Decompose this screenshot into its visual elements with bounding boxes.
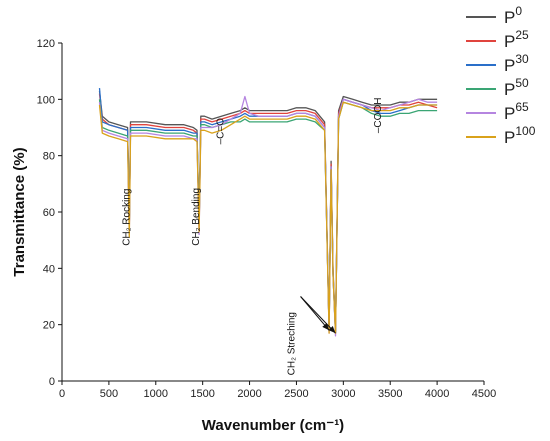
annotation-label: –C=O [215, 118, 226, 145]
series-line-p0 [98, 90, 438, 331]
x-tick-label: 4000 [425, 388, 449, 400]
annotations: CH₂ Rocking CH₂ Bending –C=O CH₂ Streching –… [122, 98, 384, 376]
legend-label: P100 [504, 124, 536, 147]
x-tick-label: 2000 [237, 388, 261, 400]
x-tick-label: 2500 [284, 388, 308, 400]
annotation-label: CH₂ Rocking [122, 189, 133, 246]
y-tick-label: 40 [43, 263, 55, 275]
series-line-p100 [98, 101, 438, 334]
y-tick-label: 20 [43, 320, 55, 332]
y-tick-label: 80 [43, 151, 55, 163]
y-tick-label: 60 [43, 207, 55, 219]
series-line-p50 [98, 99, 438, 334]
x-tick-label: 3000 [331, 388, 355, 400]
x-tick-label: 4500 [472, 388, 496, 400]
x-tick-label: 1000 [144, 388, 168, 400]
legend-label: P25 [504, 28, 529, 51]
y-tick-label: 100 [37, 94, 55, 106]
x-tick-label: 0 [59, 388, 65, 400]
series-line-p25 [98, 93, 438, 334]
legend-label: P30 [504, 52, 529, 75]
x-tick-label: 500 [100, 388, 118, 400]
y-tick-label: 0 [49, 376, 55, 388]
series-line-p65 [98, 95, 438, 337]
x-axis-title: Wavenumber (cm⁻¹) [202, 417, 344, 434]
legend-label: P65 [504, 100, 529, 123]
series-lines [98, 88, 438, 337]
plot-area: 0 500 1000 1500 2000 2500 3000 3500 4000 4500 0 20… [37, 38, 497, 400]
annotation-label: CH₂ Bending [191, 188, 202, 246]
y-tick-label: 120 [37, 38, 55, 50]
annotation-arrow [300, 296, 336, 334]
y-ticks: 0 20 40 60 80 100 120 [37, 38, 62, 388]
x-tick-label: 3500 [378, 388, 402, 400]
annotation-label: –COOH [373, 98, 384, 134]
annotation-arrowhead [328, 325, 336, 334]
legend-label: P0 [504, 4, 522, 27]
x-tick-label: 1500 [190, 388, 214, 400]
annotation-label: CH₂ Streching [287, 312, 298, 375]
y-axis-title: Transmittance (%) [11, 147, 28, 276]
x-ticks: 0 500 1000 1500 2000 2500 3000 3500 4000 4500 [59, 381, 496, 400]
legend-label: P50 [504, 76, 529, 99]
